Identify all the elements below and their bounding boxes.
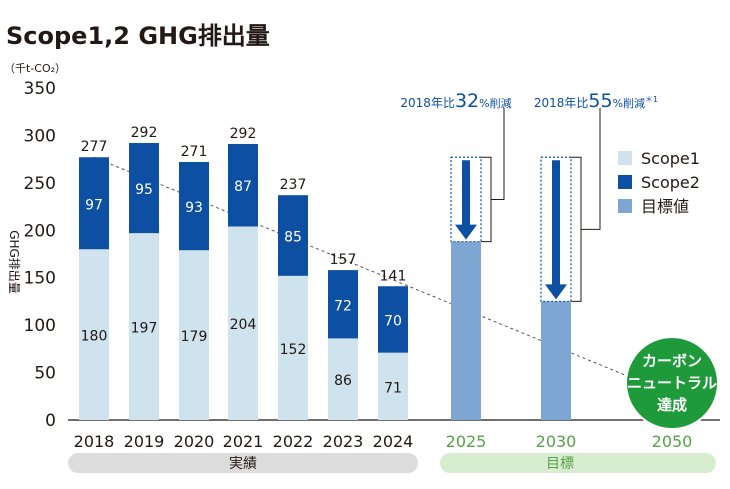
y-tick-label: 300 — [24, 126, 56, 146]
legend-label: 目標値 — [641, 197, 689, 216]
bar-scope1 — [129, 233, 159, 420]
bar-scope2 — [278, 195, 308, 276]
target-group-label: 目標 — [546, 456, 574, 472]
bar-scope2 — [328, 270, 358, 339]
y-tick-label: 100 — [24, 316, 56, 336]
bar-scope1 — [328, 338, 358, 420]
scope2-value-label: 97 — [85, 197, 103, 213]
y-tick-label: 200 — [24, 221, 56, 241]
total-value-label: 292 — [230, 126, 257, 142]
reduction-frame — [450, 156, 482, 243]
note-leader-line — [581, 108, 601, 230]
note-suffix: %削減 — [613, 96, 645, 110]
badge-circle — [625, 336, 719, 430]
note-suffix: %削減 — [479, 96, 511, 110]
reduction-arrow-shaft — [552, 160, 560, 287]
scope2-value-label: 85 — [284, 230, 302, 246]
reduction-arrow-head — [545, 284, 567, 300]
scope1-value-label: 180 — [81, 329, 108, 345]
legend-swatch — [618, 199, 632, 213]
legend-swatch — [618, 175, 632, 189]
reduction-frame — [540, 156, 572, 303]
scope2-value-label: 72 — [334, 298, 352, 314]
scope1-value-label: 71 — [384, 380, 402, 396]
total-value-label: 237 — [280, 177, 307, 193]
bar-scope1 — [179, 250, 209, 420]
bar-scope1 — [378, 352, 408, 420]
y-tick-label: 0 — [45, 411, 56, 431]
badge-text: ニュートラル — [627, 374, 717, 392]
x-tick-label: 2023 — [323, 432, 364, 451]
x-tick-label: 2018 — [74, 432, 115, 451]
note-prefix: 2018年比 — [400, 96, 455, 110]
note-percent-number: 55 — [588, 90, 612, 112]
legend-label: Scope2 — [641, 173, 700, 192]
reduction-note: 2018年比32%削減 — [400, 90, 511, 112]
legend-label: Scope1 — [641, 149, 700, 168]
x-tick-label-target: 2030 — [536, 432, 577, 451]
y-tick-label: 350 — [24, 79, 56, 99]
scope1-value-label: 197 — [131, 321, 158, 337]
bar-scope2 — [79, 157, 109, 250]
target-group-bar — [440, 453, 716, 473]
badge-text: 達成 — [657, 396, 687, 414]
reduction-bracket — [571, 156, 582, 302]
x-tick-label-target: 2025 — [446, 432, 487, 451]
y-tick-label: 150 — [24, 269, 56, 289]
note-leader-line — [491, 108, 505, 200]
y-axis-title: GHG排出量 — [7, 230, 21, 294]
chart-title: Scope1,2 GHG排出量 — [6, 22, 270, 50]
bar-target — [541, 301, 571, 420]
x-tick-label: 2022 — [273, 432, 314, 451]
badge-text: カーボン — [642, 352, 702, 370]
bar-scope1 — [228, 226, 258, 420]
x-tick-label: 2024 — [373, 432, 414, 451]
reduction-note: 2018年比55%削減＊1 — [534, 90, 658, 112]
x-tick-label: 2019 — [124, 432, 165, 451]
bar-scope2 — [378, 286, 408, 353]
scope2-value-label: 87 — [234, 179, 252, 195]
total-value-label: 157 — [330, 252, 357, 268]
x-tick-label-target: 2050 — [652, 432, 693, 451]
total-value-label: 277 — [81, 139, 108, 155]
actual-group-label: 実績 — [229, 456, 257, 472]
scope2-value-label: 93 — [185, 200, 203, 216]
scope2-value-label: 70 — [384, 313, 402, 329]
total-value-label: 271 — [181, 144, 208, 160]
note-footnote: ＊1 — [645, 95, 658, 104]
y-tick-label: 50 — [34, 364, 56, 384]
legend-swatch — [618, 151, 632, 165]
note-prefix: 2018年比 — [534, 96, 589, 110]
scope1-value-label: 204 — [230, 317, 257, 333]
bar-scope2 — [228, 143, 258, 227]
y-tick-label: 250 — [24, 174, 56, 194]
bar-scope1 — [278, 275, 308, 420]
reduction-arrow-shaft — [462, 160, 470, 227]
bar-scope1 — [79, 249, 109, 420]
scope1-value-label: 86 — [334, 373, 352, 389]
scope1-value-label: 152 — [280, 342, 307, 358]
reduction-arrow-head — [455, 224, 477, 240]
scope2-value-label: 95 — [135, 182, 153, 198]
scope1-value-label: 179 — [181, 329, 208, 345]
total-value-label: 141 — [380, 268, 407, 284]
bar-target — [451, 241, 481, 420]
actual-group-bar — [68, 453, 418, 473]
reduction-bracket — [481, 156, 492, 243]
x-tick-label: 2020 — [174, 432, 215, 451]
bar-scope2 — [179, 161, 209, 251]
x-tick-label: 2021 — [223, 432, 264, 451]
bar-scope2 — [129, 143, 159, 234]
note-percent-number: 32 — [455, 90, 479, 112]
unit-label: （千t-CO₂） — [4, 62, 66, 75]
total-value-label: 292 — [131, 125, 158, 141]
